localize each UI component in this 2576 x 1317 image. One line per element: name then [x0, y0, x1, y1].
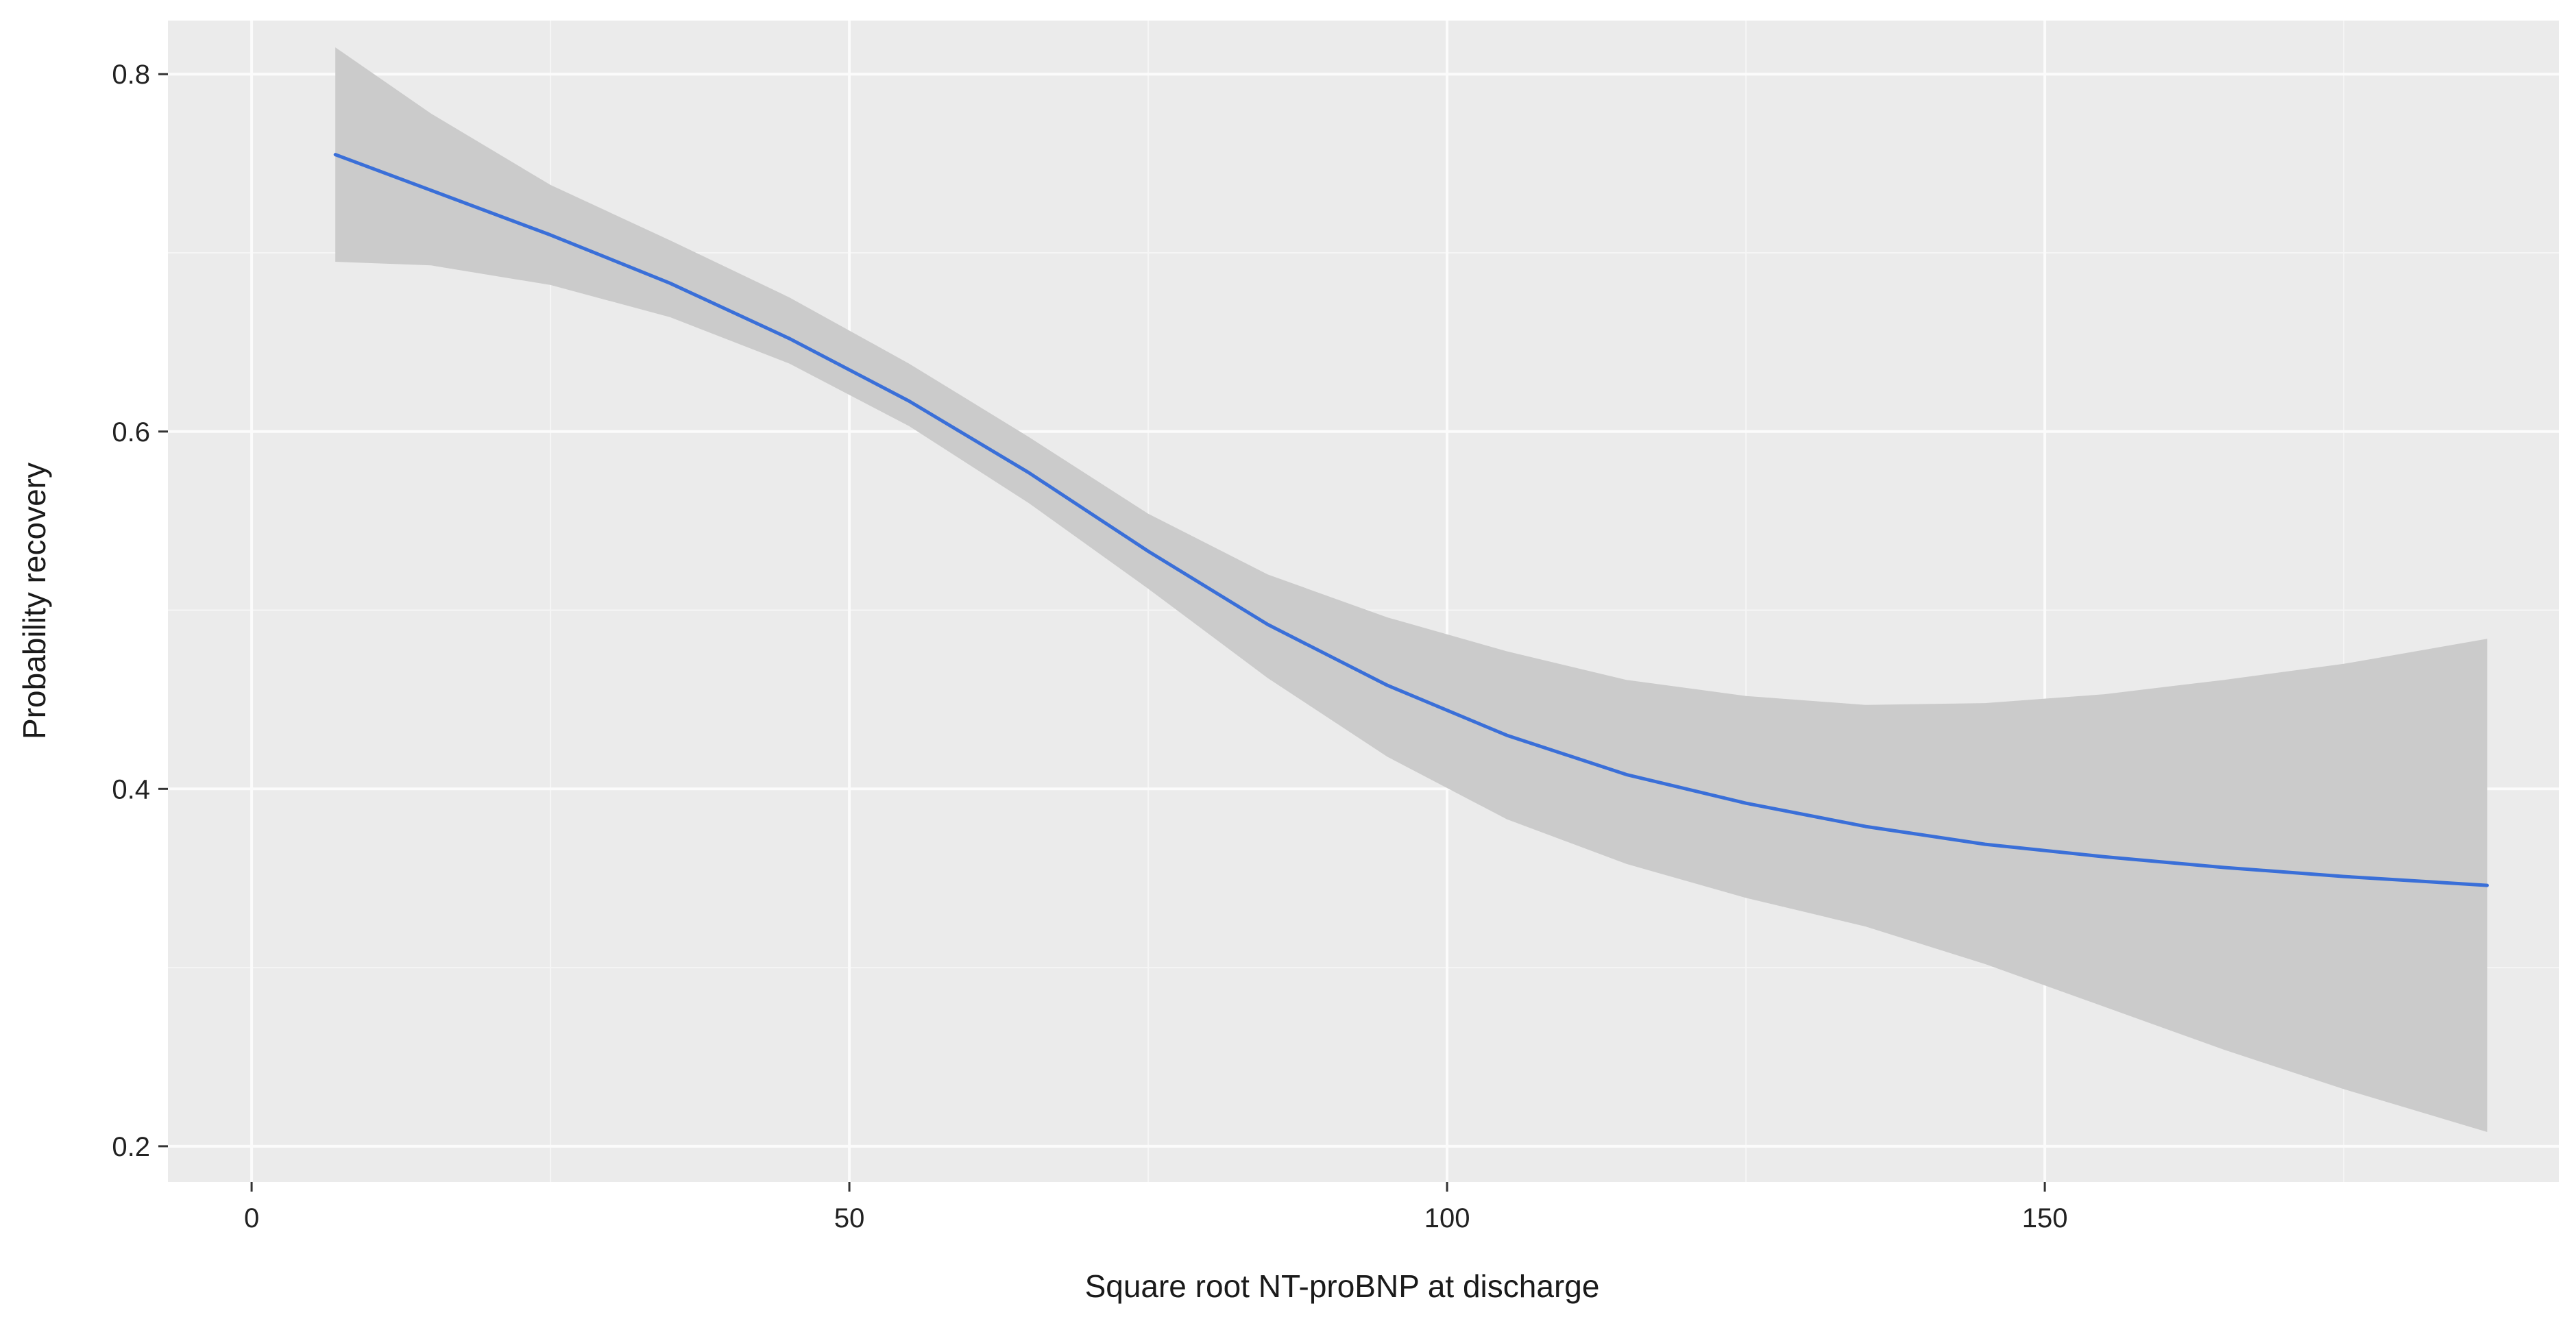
x-axis-title: Square root NT-proBNP at discharge — [1085, 1268, 1600, 1304]
y-tick-label: 0.6 — [112, 417, 150, 447]
x-axis-ticks: 0 50 100 150 — [244, 1182, 2068, 1233]
y-tick-label: 0.8 — [112, 60, 150, 90]
x-tick-label: 0 — [244, 1203, 259, 1233]
x-tick-label: 150 — [2022, 1203, 2068, 1233]
series-line — [333, 153, 2489, 887]
y-tick-label: 0.2 — [112, 1132, 150, 1162]
y-tick-label: 0.4 — [112, 774, 150, 804]
x-tick-label: 100 — [1424, 1203, 1470, 1233]
grid-major — [168, 21, 2559, 1182]
y-axis-title: Probability recovery — [16, 463, 52, 739]
y-axis-ticks: 0.2 0.4 0.6 0.8 — [112, 60, 168, 1162]
confidence-band — [335, 47, 2488, 1133]
x-tick-label: 50 — [834, 1203, 865, 1233]
